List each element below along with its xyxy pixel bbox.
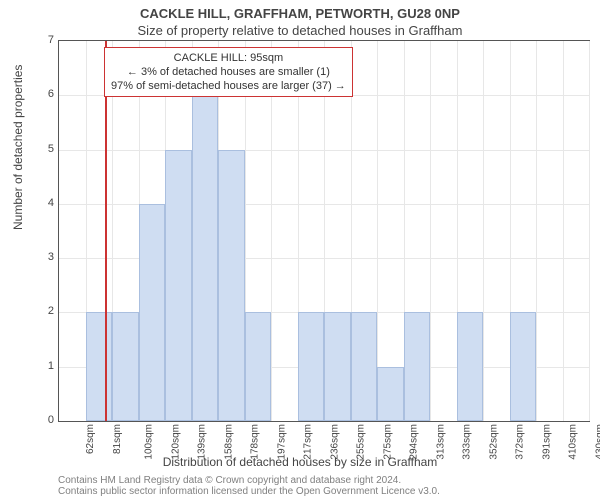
gridline-v — [563, 41, 564, 421]
y-tick-label: 6 — [34, 88, 54, 100]
annotation-line3: 97% of semi-detached houses are larger (… — [111, 79, 346, 93]
x-tick-label: 81sqm — [112, 424, 123, 454]
gridline-v — [271, 41, 272, 421]
gridline-v — [589, 41, 590, 421]
y-tick-label: 3 — [34, 251, 54, 263]
chart-title-main: CACKLE HILL, GRAFFHAM, PETWORTH, GU28 0N… — [0, 6, 600, 21]
footer-line1: Contains HM Land Registry data © Crown c… — [58, 475, 440, 486]
histogram-bar — [165, 150, 192, 421]
y-axis-label: Number of detached properties — [11, 65, 25, 230]
annotation-line1: CACKLE HILL: 95sqm — [111, 51, 346, 65]
x-axis-label: Distribution of detached houses by size … — [0, 455, 600, 469]
histogram-bar — [245, 312, 272, 421]
property-marker-line — [105, 41, 107, 421]
plot-area: CACKLE HILL: 95sqm← 3% of detached house… — [58, 40, 590, 422]
y-tick-label: 7 — [34, 34, 54, 46]
y-tick-label: 4 — [34, 197, 54, 209]
gridline-v — [483, 41, 484, 421]
y-tick-label: 5 — [34, 143, 54, 155]
histogram-bar — [351, 312, 378, 421]
histogram-bar — [298, 312, 325, 421]
histogram-bar — [86, 312, 113, 421]
gridline-v — [536, 41, 537, 421]
annotation-box: CACKLE HILL: 95sqm← 3% of detached house… — [104, 47, 353, 97]
histogram-bar — [404, 312, 431, 421]
histogram-bar — [218, 150, 245, 421]
footer-line2: Contains public sector information licen… — [58, 486, 440, 497]
histogram-bar — [377, 367, 404, 421]
histogram-bar — [324, 312, 351, 421]
histogram-bar — [510, 312, 537, 421]
gridline-v — [377, 41, 378, 421]
footer-attribution: Contains HM Land Registry data © Crown c… — [58, 475, 440, 497]
y-tick-label: 2 — [34, 305, 54, 317]
annotation-line2: ← 3% of detached houses are smaller (1) — [111, 65, 346, 79]
y-tick-label: 0 — [34, 414, 54, 426]
x-tick-label: 62sqm — [85, 424, 96, 454]
y-tick-label: 1 — [34, 360, 54, 372]
histogram-bar — [457, 312, 484, 421]
histogram-bar — [192, 95, 219, 421]
histogram-bar — [139, 204, 166, 421]
histogram-bar — [112, 312, 139, 421]
chart-container: CACKLE HILL, GRAFFHAM, PETWORTH, GU28 0N… — [0, 0, 600, 500]
chart-title-sub: Size of property relative to detached ho… — [0, 23, 600, 38]
gridline-v — [430, 41, 431, 421]
